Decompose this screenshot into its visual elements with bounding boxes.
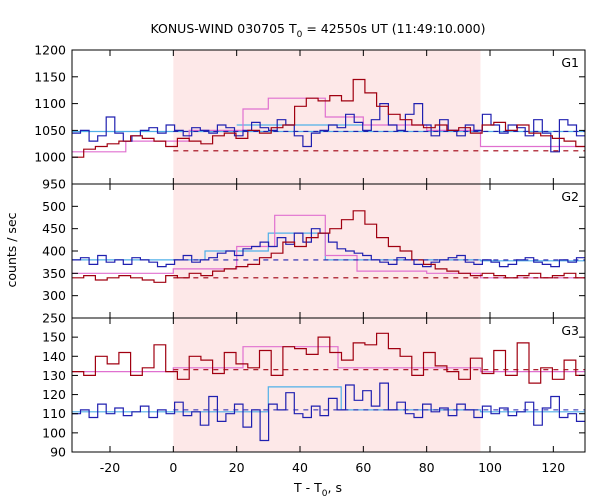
panel-g2: 250 300 350 400 450 500 G2 [42,183,586,326]
y-tick-label: 300 [42,288,66,303]
x-tick-label: 80 [419,460,435,475]
x-tick-label: 100 [478,460,502,475]
y-tick-label: 100 [42,425,66,440]
y-tick-label: 500 [42,199,66,214]
y-tick-label: 400 [42,244,66,259]
y-tick-label: 1150 [34,69,66,84]
panel-label: G3 [561,323,579,338]
y-tick-label: 130 [42,368,66,383]
panel-label: G1 [561,55,579,70]
x-tick-label: 40 [292,460,308,475]
x-axis-label: T - T0, s [293,480,342,499]
blue-histogram [72,382,585,442]
y-tick-label: 1200 [34,43,66,58]
x-tick-label: 120 [541,460,565,475]
y-tick-label: 1100 [34,96,66,111]
y-tick-label: 350 [42,266,66,281]
panel-g3: 90 100 110 120 130 140 150 G3 [42,317,586,460]
blue-histogram [72,228,585,268]
y-tick-label: 150 [42,330,66,345]
y-tick-label: 450 [42,221,66,236]
shaded-interval [173,318,481,452]
y-tick-label: 1000 [34,150,66,165]
x-tick-label: -20 [100,460,120,475]
red-histogram [72,210,585,283]
y-tick-label: 110 [42,406,66,421]
y-tick-label: 250 [42,311,66,326]
y-tick-label: 140 [42,349,66,364]
y-tick-label: 90 [50,445,66,460]
y-axis-label: counts / sec [4,212,19,287]
red-histogram [72,332,585,384]
panel-g1: 950 1000 1050 1100 1150 1200 G1 [34,43,586,192]
pink-model-step [72,97,585,153]
chart-title: KONUS-WIND 030705 T0 = 42550s UT (11:49:… [150,21,485,40]
y-tick-label: 950 [42,177,66,192]
x-tick-label: 20 [229,460,245,475]
red-histogram [72,78,585,158]
panel-label: G2 [561,189,579,204]
y-tick-label: 120 [42,387,66,402]
x-tick-label: 60 [355,460,371,475]
blue-histogram [72,103,585,153]
y-tick-label: 1050 [34,123,66,138]
pink-model-step [72,214,585,279]
panel-frame [71,317,586,453]
x-tick-label: 0 [169,460,177,475]
